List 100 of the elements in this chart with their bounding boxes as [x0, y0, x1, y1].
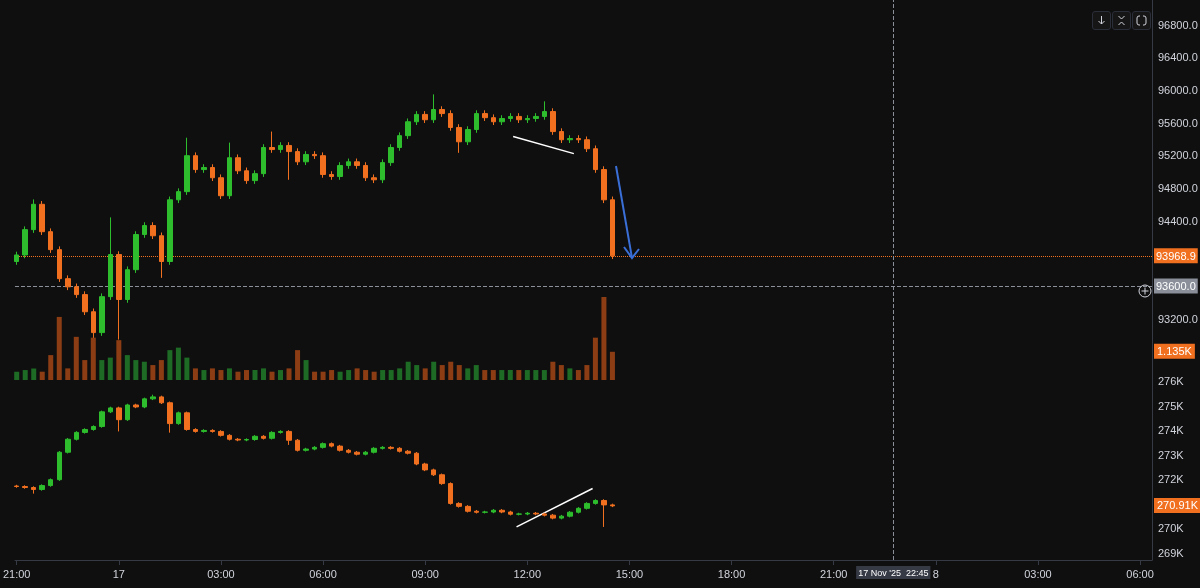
candlestick: [142, 397, 147, 409]
bar: [414, 365, 420, 380]
candlestick: [184, 411, 190, 432]
bar: [405, 361, 411, 380]
y-tick-label: 95200.0: [1158, 149, 1198, 162]
bar: [303, 360, 309, 380]
bar: [278, 370, 284, 380]
candlestick: [363, 161, 368, 182]
bar: [261, 368, 267, 380]
candlestick: [278, 429, 283, 435]
candlestick: [159, 395, 164, 405]
candlestick: [516, 512, 522, 516]
bar: [499, 370, 505, 380]
candlestick: [82, 427, 88, 435]
candlestick: [125, 403, 130, 422]
candlestick: [286, 141, 292, 181]
bar: [456, 365, 462, 380]
candlestick: [99, 292, 105, 337]
candlestick: [261, 434, 266, 441]
bar: [507, 370, 513, 380]
bar: [192, 368, 198, 380]
bar: [490, 370, 496, 380]
candlestick: [227, 142, 232, 200]
candlestick: [533, 112, 539, 123]
x-tick-label: 06:00: [1126, 567, 1154, 580]
candlestick: [465, 125, 471, 146]
bar: [329, 370, 335, 380]
candlestick: [508, 510, 513, 516]
candlestick: [244, 437, 249, 442]
ref-line-label: 93600.0: [1156, 280, 1196, 293]
candlestick: [456, 123, 462, 154]
x-tick-label: 12:00: [513, 567, 542, 580]
bar: [380, 370, 386, 380]
y-tick-label: 272K: [1158, 473, 1185, 486]
candlestick: [261, 143, 266, 178]
candlestick: [210, 163, 215, 182]
candlestick: [482, 109, 488, 122]
x-tick-label: 17: [112, 567, 125, 580]
bar: [320, 371, 326, 380]
x-tick-label: 18:00: [717, 567, 746, 580]
x-tick-label: 09:00: [411, 567, 439, 580]
x-tick-label: 8: [932, 567, 939, 580]
candlestick: [550, 107, 556, 136]
candlestick: [329, 441, 334, 448]
y-tick-label: 95600.0: [1158, 116, 1198, 129]
candlestick: [48, 477, 53, 488]
bar: [439, 365, 445, 380]
bar: [473, 365, 479, 380]
x-tick-label: 21:00: [819, 567, 848, 580]
bar: [286, 368, 292, 380]
candlestick: [252, 169, 258, 185]
bar: [235, 371, 241, 380]
candlestick: [431, 468, 436, 477]
candlestick: [320, 151, 326, 179]
bar: [482, 370, 488, 380]
candlestick: [542, 100, 547, 121]
candlestick: [550, 513, 556, 520]
candlestick: [380, 158, 385, 184]
bar: [14, 371, 20, 380]
y-tick-label: 275K: [1158, 399, 1185, 412]
candlestick: [422, 462, 428, 472]
candlestick: [414, 451, 419, 466]
bar: [422, 368, 428, 380]
candlestick: [201, 428, 207, 434]
y-tick-label: 273K: [1158, 448, 1185, 461]
y-tick-label: 96400.0: [1158, 51, 1198, 64]
candlestick: [465, 504, 471, 513]
candlestick: [91, 424, 96, 432]
bar: [209, 368, 215, 380]
bar: [524, 370, 530, 380]
bar: [550, 361, 556, 380]
candlestick: [252, 434, 258, 442]
candlestick: [499, 114, 505, 126]
bar: [354, 368, 360, 380]
candlestick: [193, 427, 198, 434]
candlestick: [593, 144, 598, 174]
ref-line-label: 93968.9: [1156, 249, 1196, 262]
candlestick: [108, 406, 113, 414]
bar: [243, 370, 249, 380]
candlestick: [295, 438, 300, 453]
y-tick-label: 93200.0: [1158, 312, 1198, 325]
candlestick: [337, 161, 343, 181]
candlestick: [329, 170, 334, 181]
candlestick: [525, 511, 530, 516]
bar: [39, 371, 45, 380]
candlestick: [286, 429, 292, 446]
y-tick-label: 96800.0: [1158, 18, 1198, 31]
bar: [575, 370, 581, 380]
y-tick-label: 96000.0: [1158, 83, 1198, 96]
bar: [558, 365, 564, 380]
y-tick-label: 94800.0: [1158, 181, 1198, 194]
candlestick: [516, 112, 522, 124]
candlestick: [422, 110, 428, 124]
bar: [48, 355, 54, 380]
candlestick: [74, 430, 79, 441]
candlestick: [533, 511, 539, 516]
candlestick: [65, 274, 71, 291]
candlestick: [431, 93, 436, 124]
candlestick: [235, 153, 241, 175]
candlestick: [116, 406, 122, 432]
